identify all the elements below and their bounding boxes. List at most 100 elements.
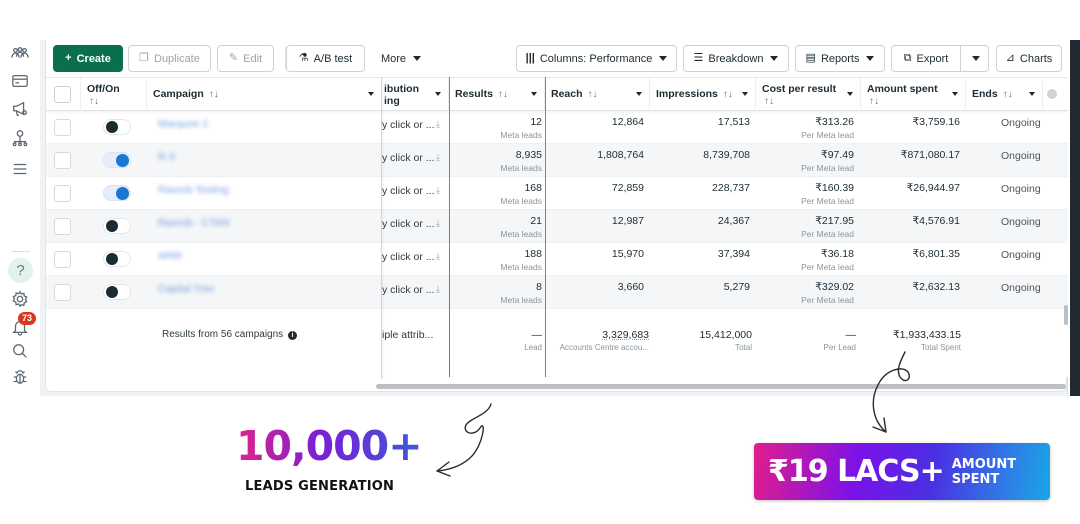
delivery-toggle[interactable] [103,251,131,267]
attribution-setting: y click or ... [382,218,435,230]
plus-icon: + [65,52,72,64]
delivery-toggle[interactable] [103,284,131,300]
sort-icon: ↑↓ [1002,89,1013,100]
row-checkbox[interactable] [54,284,71,301]
edit-button[interactable]: ✎ Edit [217,45,274,72]
download-icon[interactable]: ⤓ [436,185,440,195]
campaign-name-link[interactable]: Raorob - CTAN [158,217,230,229]
notification-badge: 73 [18,312,37,325]
bug-icon[interactable] [10,367,30,387]
table-row[interactable]: Raorob - CTAN y click or ... ⤓ 21 Meta le… [46,210,1068,243]
campaign-name-link[interactable]: ARM [158,250,182,262]
row-checkbox[interactable] [54,218,71,235]
ab-test-button[interactable]: ⚗ A/B test [286,45,365,72]
delivery-toggle[interactable] [103,218,131,234]
caret-down-icon [413,56,422,61]
header-campaign[interactable]: Campaign ↑↓ [147,78,382,111]
breakdown-icon: ☰ [693,52,704,64]
delivery-toggle[interactable] [103,119,131,135]
table-row[interactable]: Capital Tree y click or ... ⤓ 8 Meta lead… [46,276,1068,309]
header-results[interactable]: Results ↑↓ [449,78,545,111]
more-button[interactable]: More [371,45,431,72]
create-button[interactable]: + Create [53,45,123,72]
download-icon[interactable]: ⤓ [436,152,440,162]
select-all-checkbox[interactable] [54,86,71,103]
table-header: Off/On ↑↓ Campaign ↑↓ ibution ing Result… [46,77,1068,111]
summary-impressions: 15,412,000 Total [699,329,752,352]
column-menu-icon[interactable] [742,92,748,96]
horizontal-scrollbar[interactable] [376,384,1066,389]
vertical-scrollbar[interactable] [1064,305,1068,325]
amount-spent-badge: ₹19 LACS+ AMOUNT SPENT [754,443,1050,500]
row-checkbox[interactable] [54,152,71,169]
header-attribution-setting[interactable]: ibution ing [382,78,449,111]
duplicate-button[interactable]: ❐ Duplicate [128,45,211,72]
header-ends[interactable]: Ends ↑↓ [966,78,1043,111]
results-column-marker-left [449,77,450,377]
export-button[interactable]: ⧉ Export [891,45,961,72]
campaign-name-link[interactable]: Raorob Testing [158,184,229,196]
header-cost-per-result[interactable]: Cost per result ↑↓ [756,78,861,111]
columns-dropdown[interactable]: ||| Columns: Performance [516,45,677,72]
sort-icon: ↑↓ [497,89,508,100]
reports-dropdown[interactable]: ▤ Reports [795,45,885,72]
menu-icon[interactable] [10,159,30,179]
header-off-on[interactable]: Off/On ↑↓ [81,78,147,111]
caret-down-icon [971,56,980,61]
attribution-setting: y click or ... [382,284,435,296]
columns-icon: ||| [525,52,535,64]
table-row[interactable]: Raorob Testing y click or ... ⤓ 168 Meta … [46,177,1068,210]
column-menu-icon[interactable] [531,92,537,96]
delivery-toggle[interactable] [103,185,131,201]
campaign-name-link[interactable]: Capital Tree [158,283,215,295]
audience-network-icon[interactable] [10,128,30,148]
campaign-table-container: + Create ❐ Duplicate ✎ Edit ⚗ A/B test M… [45,40,1068,392]
row-checkbox[interactable] [54,119,71,136]
header-amount-spent[interactable]: Amount spent ↑↓ [861,78,966,111]
amount-spent-label: AMOUNT SPENT [951,456,1017,487]
megaphone-icon[interactable] [10,99,30,119]
table-row[interactable]: R-3 y click or ... ⤓ 8,935 Meta leads 1,8… [46,144,1068,177]
campaign-name-link[interactable]: Marquee 2 [158,118,209,130]
pencil-icon: ✎ [228,52,239,64]
charts-button[interactable]: ⊿ Charts [996,45,1062,72]
help-icon[interactable]: ? [8,258,33,283]
summary-attribution: iple attrib... [382,329,434,341]
search-icon[interactable] [10,341,30,361]
left-nav-rail: ? 73 [0,40,40,396]
add-column-icon[interactable] [1047,89,1057,99]
campaigns-table: Off/On ↑↓ Campaign ↑↓ ibution ing Result… [46,77,1068,387]
column-menu-icon[interactable] [1029,92,1035,96]
download-icon[interactable]: ⤓ [436,218,440,228]
column-menu-icon[interactable] [847,92,853,96]
breakdown-dropdown[interactable]: ☰ Breakdown [683,45,789,72]
people-icon[interactable] [10,44,30,64]
table-row[interactable]: ARM y click or ... ⤓ 188 Meta leads 15,97… [46,243,1068,276]
caret-down-icon [770,56,779,61]
campaign-name-link[interactable]: R-3 [158,151,175,163]
column-menu-icon[interactable] [368,92,374,96]
header-reach[interactable]: Reach ↑↓ [545,78,650,111]
results-column-marker-right [545,77,546,377]
info-icon[interactable]: i [287,331,297,340]
column-menu-icon[interactable] [435,92,441,96]
leads-generation-label: LEADS GENERATION [245,479,395,494]
toolbar-divider [285,47,286,69]
summary-reach: 3,329,683 Accounts Centre accou... [559,329,649,352]
export-options-dropdown[interactable] [960,45,989,72]
column-menu-icon[interactable] [952,92,958,96]
caret-down-icon [866,56,875,61]
table-row[interactable]: Marquee 2 y click or ... ⤓ 12 Meta leads … [46,111,1068,144]
billing-card-icon[interactable] [10,71,30,91]
chart-icon: ⊿ [1005,52,1015,64]
gear-icon[interactable] [10,289,30,309]
download-icon[interactable]: ⤓ [436,251,440,261]
row-checkbox[interactable] [54,251,71,268]
amount-spent-value: ₹19 LACS+ [768,454,945,489]
download-icon[interactable]: ⤓ [436,284,440,294]
header-impressions[interactable]: Impressions ↑↓ [650,78,756,111]
column-menu-icon[interactable] [636,92,642,96]
delivery-toggle[interactable] [103,152,131,168]
download-icon[interactable]: ⤓ [436,119,440,129]
row-checkbox[interactable] [54,185,71,202]
